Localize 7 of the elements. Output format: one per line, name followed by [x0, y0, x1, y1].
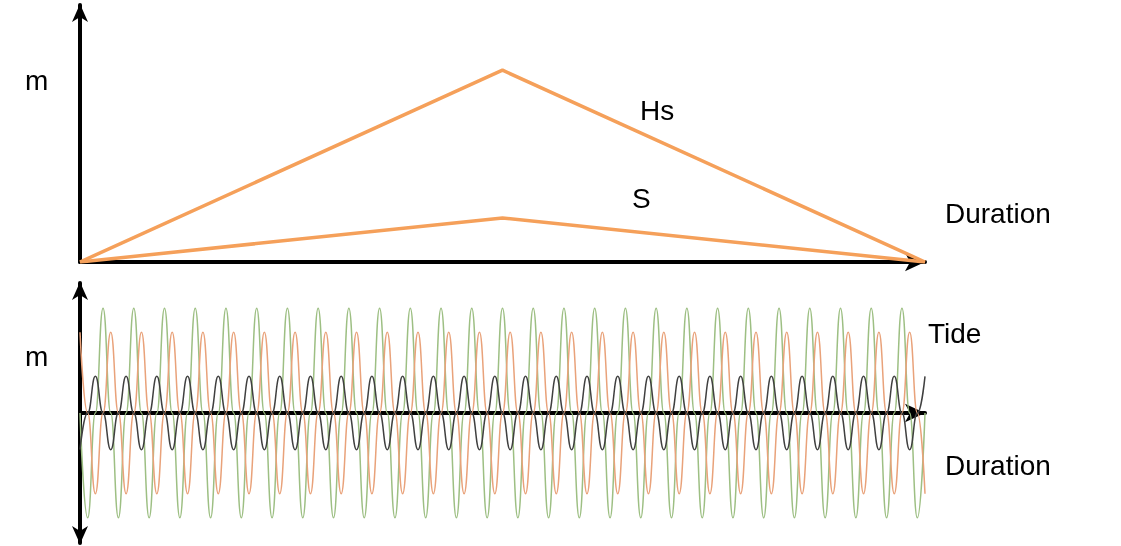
x-axis-title: Duration	[945, 449, 1051, 481]
series-label: Hs	[640, 94, 675, 126]
y-axis-title: m	[25, 340, 49, 372]
text: Tide	[928, 317, 982, 349]
y-axis-title: m	[25, 64, 49, 96]
series-label: S	[632, 182, 651, 214]
x-axis-title: Duration	[945, 197, 1051, 229]
